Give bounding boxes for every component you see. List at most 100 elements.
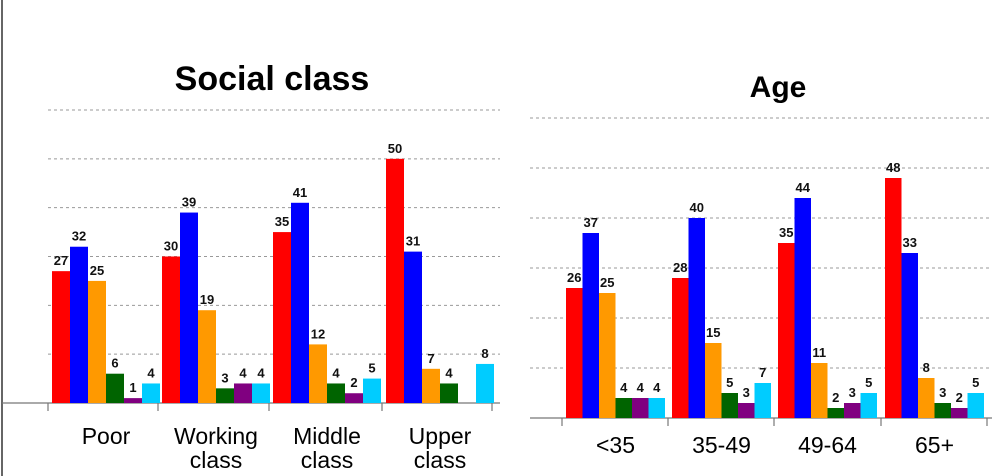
data-label: 4 — [620, 380, 628, 395]
data-label: 4 — [239, 365, 247, 380]
bar — [309, 344, 327, 403]
bar — [844, 403, 861, 418]
data-label: 3 — [221, 370, 228, 385]
bar — [180, 212, 198, 403]
bar — [252, 383, 270, 403]
bar — [142, 383, 160, 403]
bar — [705, 343, 722, 418]
bar — [162, 256, 180, 403]
data-label: 28 — [673, 260, 687, 275]
category-label: <35 — [596, 432, 635, 458]
data-label: 12 — [311, 326, 325, 341]
data-label: 15 — [706, 325, 720, 340]
data-label: 3 — [939, 385, 946, 400]
data-label: 5 — [726, 375, 733, 390]
bar — [721, 393, 738, 418]
bar — [934, 403, 951, 418]
bar — [754, 383, 771, 418]
bar — [778, 243, 795, 418]
data-label: 32 — [72, 229, 86, 244]
data-label: 39 — [182, 195, 196, 210]
bar — [88, 280, 106, 403]
data-label: 4 — [147, 365, 155, 380]
bar — [70, 246, 88, 403]
category-label: 65+ — [915, 432, 954, 458]
bar — [672, 278, 689, 418]
data-label: 48 — [886, 160, 900, 175]
data-label: 44 — [796, 180, 811, 195]
data-label: 8 — [923, 360, 930, 375]
bar — [291, 202, 309, 403]
bar — [811, 363, 828, 418]
bar — [632, 398, 649, 418]
data-label: 40 — [690, 200, 704, 215]
data-label: 11 — [812, 345, 826, 360]
bar — [124, 398, 142, 403]
data-label: 8 — [481, 346, 488, 361]
data-label: 5 — [368, 361, 375, 376]
bar — [794, 198, 811, 418]
data-label: 7 — [759, 365, 766, 380]
bar — [582, 233, 599, 418]
data-label: 1 — [129, 380, 136, 395]
data-label: 27 — [54, 253, 68, 268]
data-label: 26 — [567, 270, 581, 285]
bar — [345, 393, 363, 403]
bar — [615, 398, 632, 418]
data-label: 6 — [111, 356, 118, 371]
bar — [918, 378, 935, 418]
data-label: 50 — [388, 141, 402, 156]
bar — [422, 368, 440, 403]
bar — [273, 232, 291, 403]
bar — [106, 373, 124, 403]
category-label: 49-64 — [798, 432, 857, 458]
bar — [440, 383, 458, 403]
data-label: 33 — [903, 235, 917, 250]
category-label: Working class — [174, 423, 258, 473]
data-label: 41 — [293, 185, 307, 200]
data-label: 5 — [865, 375, 872, 390]
bar — [885, 178, 902, 418]
data-label: 35 — [779, 225, 793, 240]
bar — [476, 363, 494, 403]
bar — [386, 158, 404, 403]
data-label: 37 — [584, 215, 598, 230]
bar — [216, 388, 234, 403]
data-label: 19 — [200, 292, 214, 307]
data-label: 31 — [406, 234, 420, 249]
bar — [967, 393, 984, 418]
category-label: 35-49 — [692, 432, 751, 458]
data-label: 4 — [332, 365, 340, 380]
data-label: 4 — [653, 380, 661, 395]
data-label: 35 — [275, 214, 289, 229]
data-label: 4 — [637, 380, 645, 395]
data-label: 4 — [257, 365, 265, 380]
bar — [234, 383, 252, 403]
bar — [827, 408, 844, 418]
data-label: 3 — [743, 385, 750, 400]
bar — [738, 403, 755, 418]
data-label: 25 — [90, 263, 104, 278]
bar — [688, 218, 705, 418]
bar — [198, 310, 216, 403]
data-label: 5 — [972, 375, 979, 390]
chart-title: Age — [750, 71, 807, 104]
category-label: Upper class — [409, 423, 472, 473]
bar — [901, 253, 918, 418]
data-label: 7 — [427, 351, 434, 366]
bar — [327, 383, 345, 403]
chart-title: Social class — [175, 60, 370, 98]
category-label: Poor — [82, 423, 131, 449]
bar — [599, 293, 616, 418]
data-label: 3 — [849, 385, 856, 400]
bar — [951, 408, 968, 418]
data-label: 4 — [445, 365, 453, 380]
bar — [404, 251, 422, 403]
data-label: 30 — [164, 239, 178, 254]
data-label: 25 — [600, 275, 614, 290]
category-label: Middle class — [293, 423, 361, 473]
data-label: 2 — [956, 390, 963, 405]
